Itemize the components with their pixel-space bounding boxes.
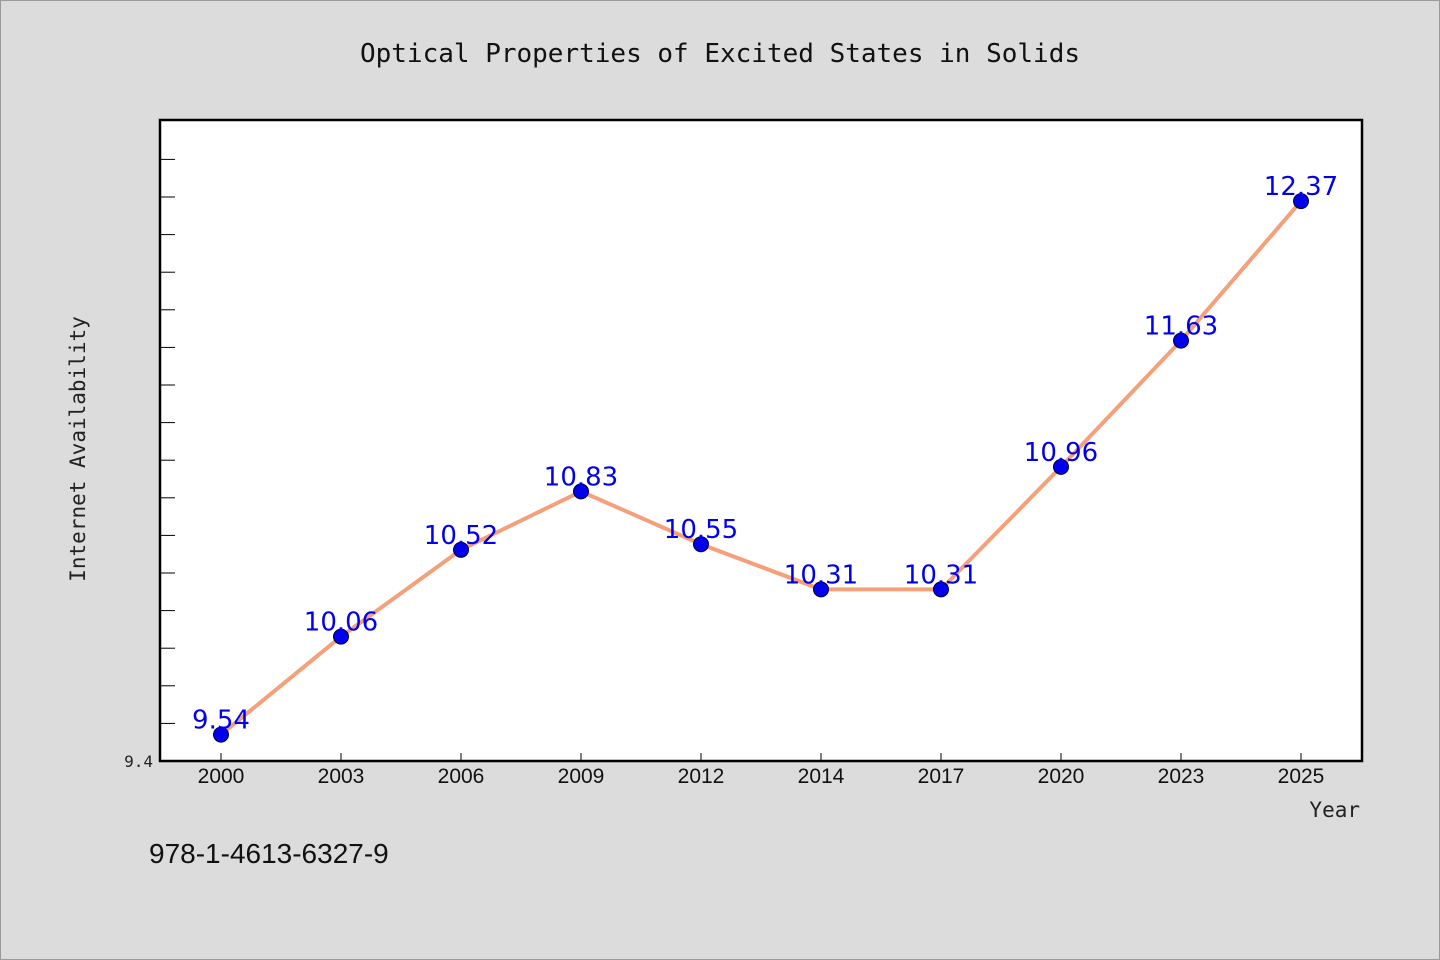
x-tick-label: 2000: [198, 765, 245, 788]
data-point-marker: [933, 581, 949, 598]
y-axis-ticks: [160, 158, 175, 724]
data-label: 10.55: [664, 515, 738, 545]
x-axis-title: Year: [1309, 798, 1360, 822]
x-tick-label: 2012: [678, 765, 725, 788]
data-point-marker: [213, 726, 229, 743]
x-tick-label: 2023: [1158, 765, 1205, 788]
data-label: 11.63: [1144, 312, 1218, 342]
x-tick-label: 2009: [558, 765, 605, 788]
data-label: 10.96: [1024, 438, 1098, 468]
x-axis-ticks: [220, 753, 1302, 761]
data-point-marker: [813, 581, 829, 598]
chart-title: Optical Properties of Excited States in …: [360, 39, 1080, 69]
data-label: 9.54: [192, 706, 250, 736]
y-tick-label: 9.4: [124, 752, 153, 771]
data-point-marker: [573, 483, 589, 500]
data-label: 12.37: [1264, 172, 1338, 202]
x-tick-label: 2014: [798, 765, 845, 788]
data-label: 10.31: [904, 560, 978, 590]
footer-isbn: 978-1-4613-6327-9: [149, 838, 389, 869]
data-label: 10.52: [424, 521, 498, 551]
data-point-marker: [453, 541, 469, 558]
x-tick-label: 2017: [918, 765, 965, 788]
x-tick-label: 2003: [318, 765, 365, 788]
plot-area: [158, 118, 1364, 763]
data-point-marker: [333, 628, 349, 645]
x-tick-label: 2020: [1038, 765, 1085, 788]
data-label: 10.31: [784, 560, 858, 590]
data-label: 10.06: [304, 608, 378, 638]
data-point-marker: [693, 536, 709, 553]
x-tick-label: 2006: [438, 765, 485, 788]
series-line-layer: [213, 193, 1309, 743]
data-point-marker: [1173, 332, 1189, 349]
data-point-marker: [1293, 193, 1309, 210]
data-point-marker: [1053, 458, 1069, 475]
y-axis-title: Internet Availability: [66, 316, 90, 582]
x-tick-label: 2025: [1278, 765, 1325, 788]
x-axis-tick-labels: 2000 2003 2006 2009 2012 2014 2017 2020 2023 2025: [198, 765, 1325, 788]
series-line: [219, 199, 1303, 737]
data-label: 10.83: [544, 462, 618, 492]
data-labels-layer: 9.54 10.06 10.52 10.83 10.55 10.31 10.31 10.96 1…: [192, 172, 1338, 736]
